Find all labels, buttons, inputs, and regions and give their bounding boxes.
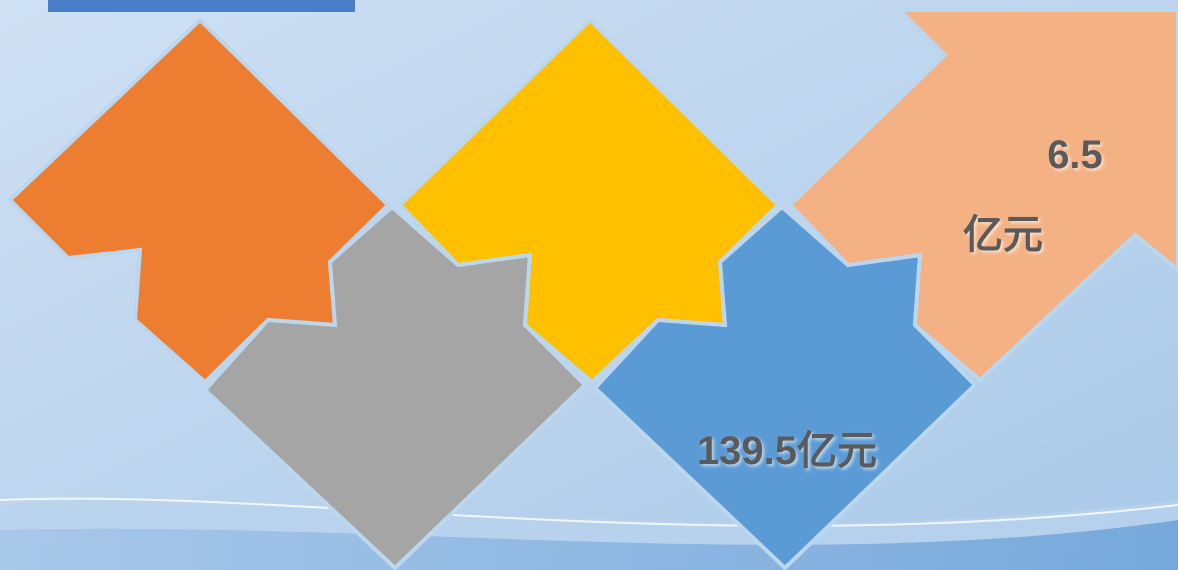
value-label: 139.5亿元 xyxy=(697,429,877,473)
unit-label: 亿元 xyxy=(963,213,1043,257)
peach-piece xyxy=(787,8,1178,383)
value-label: 6.5 xyxy=(1047,133,1103,177)
wave-line xyxy=(0,497,1178,527)
title-bar xyxy=(48,0,355,12)
wave-dark xyxy=(0,520,1178,570)
